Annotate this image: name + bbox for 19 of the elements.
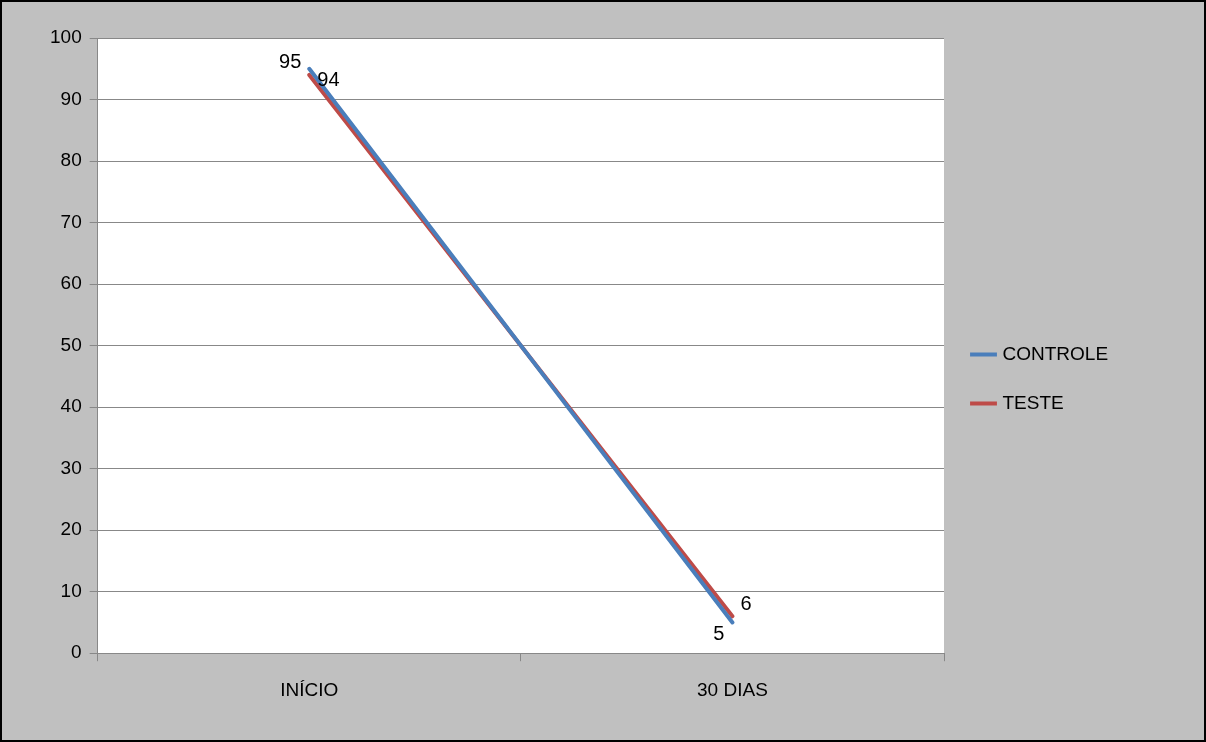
y-tick-label: 50 — [60, 333, 82, 355]
y-tick-label: 100 — [50, 26, 82, 48]
y-tick-label: 30 — [60, 456, 82, 478]
data-label: 95 — [279, 50, 302, 73]
y-tick-label: 90 — [60, 87, 82, 109]
y-tick-label: 70 — [60, 210, 82, 232]
x-tick-label: 30 DIAS — [697, 678, 768, 700]
y-tick-label: 80 — [60, 149, 82, 171]
data-label: 6 — [740, 591, 752, 614]
legend-label: TESTE — [1002, 391, 1064, 413]
data-label: 5 — [713, 621, 725, 644]
y-tick-label: 10 — [60, 579, 82, 601]
y-tick-label: 60 — [60, 272, 82, 294]
legend-label: CONTROLE — [1002, 342, 1109, 364]
y-tick-label: 0 — [71, 641, 82, 663]
y-tick-label: 20 — [60, 518, 82, 540]
data-label: 94 — [317, 68, 340, 91]
x-tick-label: INÍCIO — [280, 678, 339, 700]
y-tick-label: 40 — [60, 395, 82, 417]
